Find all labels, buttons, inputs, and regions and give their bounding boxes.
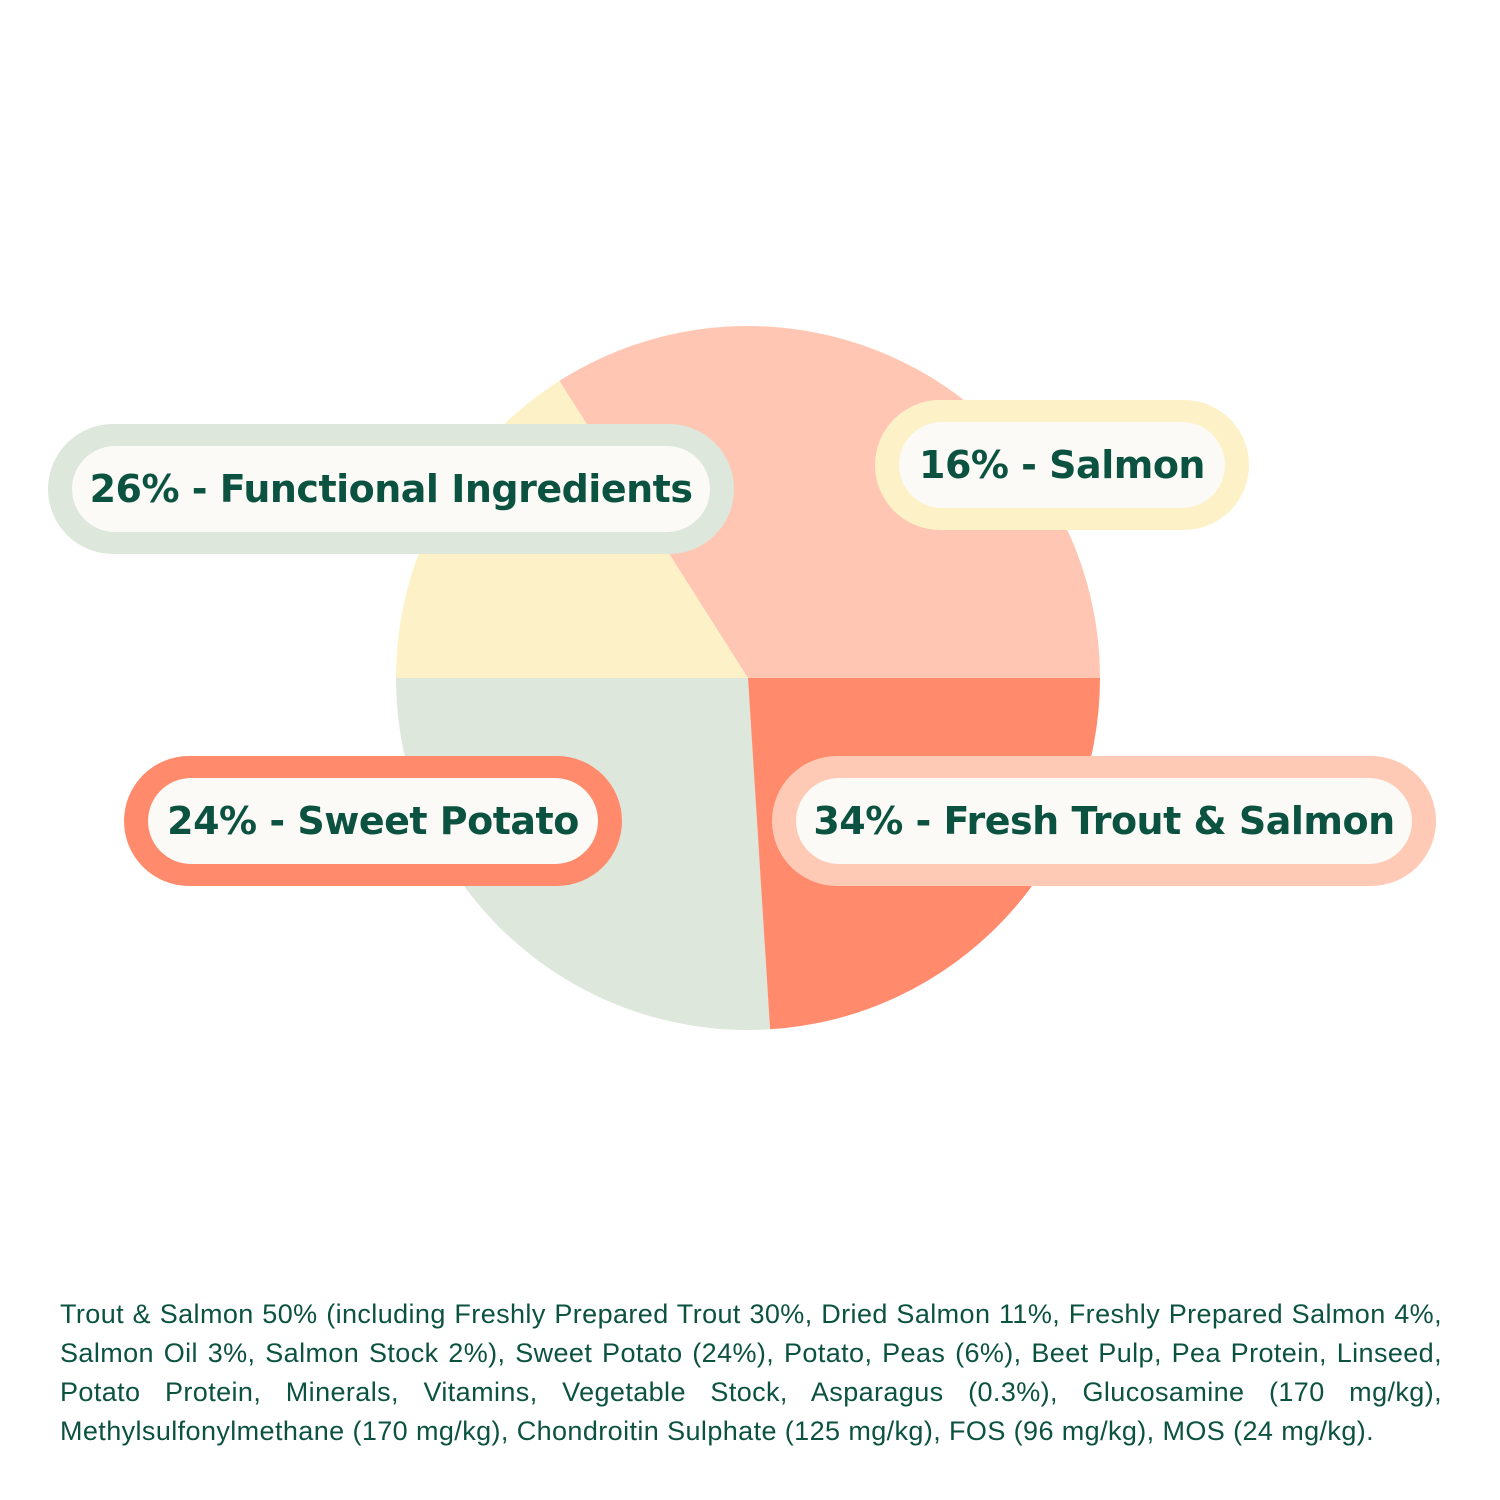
label-salmon-inner: 16% - Salmon [899,422,1225,508]
label-salmon-text: 16% - Salmon [919,443,1205,487]
label-functional-ingredients: 26% - Functional Ingredients [48,424,734,554]
label-functional-ingredients-inner: 26% - Functional Ingredients [72,446,710,532]
label-sweet-potato-text: 24% - Sweet Potato [167,799,579,843]
label-sweet-potato: 24% - Sweet Potato [124,756,622,886]
label-fresh-trout-salmon-text: 34% - Fresh Trout & Salmon [813,799,1395,843]
label-functional-ingredients-text: 26% - Functional Ingredients [89,467,693,511]
label-salmon: 16% - Salmon [875,400,1249,530]
ingredients-list: Trout & Salmon 50% (including Freshly Pr… [60,1299,1442,1446]
label-fresh-trout-salmon: 34% - Fresh Trout & Salmon [772,756,1436,886]
label-sweet-potato-inner: 24% - Sweet Potato [148,778,598,864]
label-fresh-trout-salmon-inner: 34% - Fresh Trout & Salmon [796,778,1412,864]
